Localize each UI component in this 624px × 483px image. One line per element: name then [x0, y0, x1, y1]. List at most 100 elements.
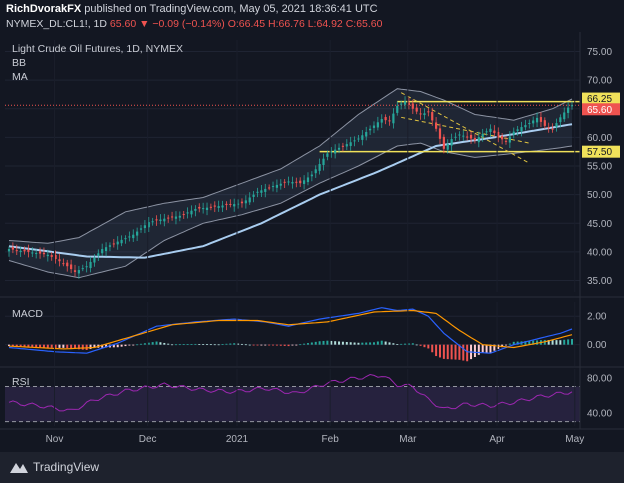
candle-body[interactable] [275, 184, 279, 188]
candle-body[interactable] [299, 180, 302, 184]
candle-body[interactable] [139, 228, 143, 230]
candle-body[interactable] [528, 123, 531, 125]
candle-body[interactable] [50, 255, 53, 257]
candle-body[interactable] [403, 101, 407, 105]
candle-body[interactable] [501, 135, 504, 140]
candle-body[interactable] [318, 163, 321, 171]
candle-body[interactable] [244, 200, 247, 204]
candle-body[interactable] [19, 250, 22, 253]
candle-body[interactable] [190, 210, 193, 215]
macd-line[interactable] [8, 307, 573, 354]
candle-body[interactable] [283, 181, 286, 183]
candle-body[interactable] [209, 206, 213, 208]
candle-body[interactable] [174, 216, 178, 219]
candle-body[interactable] [104, 247, 108, 252]
candle-body[interactable] [27, 249, 30, 252]
candle-body[interactable] [481, 133, 484, 137]
candle-body[interactable] [217, 206, 220, 208]
candle-body[interactable] [334, 149, 337, 154]
candle-body[interactable] [450, 139, 453, 146]
candle-body[interactable] [205, 207, 209, 211]
candle-body[interactable] [143, 225, 146, 229]
candle-body[interactable] [260, 190, 263, 193]
candle-body[interactable] [570, 105, 574, 107]
candle-body[interactable] [392, 113, 395, 124]
author-name[interactable]: RichDvorakFX [6, 3, 82, 15]
candle-body[interactable] [85, 266, 88, 268]
candle-body[interactable] [563, 112, 566, 120]
candle-body[interactable] [345, 144, 348, 147]
candle-body[interactable] [361, 135, 364, 140]
candle-body[interactable] [271, 186, 275, 188]
candle-body[interactable] [400, 103, 403, 105]
candle-body[interactable] [120, 239, 123, 244]
candle-body[interactable] [11, 247, 14, 250]
candle-body[interactable] [213, 205, 216, 207]
ma-legend[interactable]: MA [12, 71, 28, 83]
candle-body[interactable] [112, 243, 115, 245]
candle-body[interactable] [62, 263, 65, 265]
candle-body[interactable] [252, 194, 255, 197]
candle-body[interactable] [128, 236, 131, 238]
candle-body[interactable] [178, 215, 181, 218]
candle-body[interactable] [54, 254, 57, 260]
candle-body[interactable] [539, 117, 543, 122]
candle-body[interactable] [198, 206, 201, 209]
rsi-legend[interactable]: RSI [12, 376, 30, 388]
price-tag[interactable] [582, 103, 620, 116]
candle-body[interactable] [497, 131, 500, 138]
candle-body[interactable] [396, 105, 399, 113]
candle-body[interactable] [310, 174, 313, 177]
candle-body[interactable] [42, 252, 46, 255]
price-tag[interactable] [582, 145, 620, 158]
candle-body[interactable] [77, 270, 80, 274]
candle-body[interactable] [66, 262, 69, 267]
tradingview-logo[interactable]: TradingView [10, 460, 99, 474]
candle-body[interactable] [411, 103, 414, 109]
candle-body[interactable] [163, 218, 166, 222]
candle-body[interactable] [93, 257, 96, 263]
candle-body[interactable] [512, 131, 515, 135]
candle-body[interactable] [372, 125, 376, 128]
candle-body[interactable] [7, 249, 11, 252]
candle-body[interactable] [567, 107, 570, 113]
candle-body[interactable] [330, 151, 333, 153]
candle-body[interactable] [155, 219, 158, 221]
candle-body[interactable] [182, 214, 185, 216]
candle-body[interactable] [35, 253, 38, 255]
candle-body[interactable] [477, 137, 480, 143]
candle-body[interactable] [291, 182, 294, 184]
candle-body[interactable] [419, 113, 422, 115]
candle-body[interactable] [151, 221, 154, 223]
candle-body[interactable] [442, 136, 445, 149]
candle-body[interactable] [458, 134, 461, 136]
candle-body[interactable] [365, 132, 368, 137]
candle-body[interactable] [547, 127, 550, 129]
candle-body[interactable] [559, 117, 562, 123]
candle-body[interactable] [535, 117, 539, 123]
candle-body[interactable] [279, 183, 282, 186]
candle-body[interactable] [388, 120, 391, 122]
candle-body[interactable] [427, 111, 430, 113]
candle-body[interactable] [551, 128, 554, 130]
candle-body[interactable] [322, 158, 325, 166]
candle-body[interactable] [70, 264, 73, 270]
candle-body[interactable] [58, 259, 61, 262]
candle-body[interactable] [233, 204, 236, 207]
candle-body[interactable] [268, 187, 271, 189]
candle-body[interactable] [46, 254, 49, 257]
candle-body[interactable] [407, 102, 411, 106]
candle-body[interactable] [136, 231, 139, 236]
candle-body[interactable] [380, 119, 383, 123]
candle-body[interactable] [473, 138, 477, 141]
candle-body[interactable] [357, 138, 360, 140]
candle-body[interactable] [186, 212, 189, 214]
candle-body[interactable] [431, 112, 434, 121]
candle-body[interactable] [532, 120, 535, 124]
candle-body[interactable] [376, 122, 379, 128]
candle-body[interactable] [466, 136, 469, 138]
candle-body[interactable] [248, 197, 251, 203]
candle-body[interactable] [170, 216, 174, 218]
candle-body[interactable] [508, 136, 511, 143]
candle-body[interactable] [341, 145, 345, 147]
